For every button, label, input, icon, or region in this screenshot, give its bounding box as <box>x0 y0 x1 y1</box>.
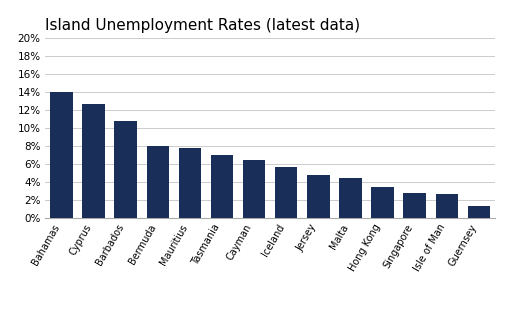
Bar <box>275 166 297 218</box>
Bar <box>403 193 426 218</box>
Bar <box>179 148 201 218</box>
Bar <box>468 206 490 218</box>
Bar <box>115 121 137 218</box>
Bar <box>371 187 394 218</box>
Bar <box>339 178 362 218</box>
Bar <box>211 155 233 218</box>
Bar <box>50 92 73 218</box>
Text: Island Unemployment Rates (latest data): Island Unemployment Rates (latest data) <box>45 18 361 33</box>
Bar <box>307 175 330 218</box>
Bar <box>82 104 105 218</box>
Bar <box>146 146 169 218</box>
Bar <box>435 194 458 218</box>
Bar <box>243 160 265 218</box>
